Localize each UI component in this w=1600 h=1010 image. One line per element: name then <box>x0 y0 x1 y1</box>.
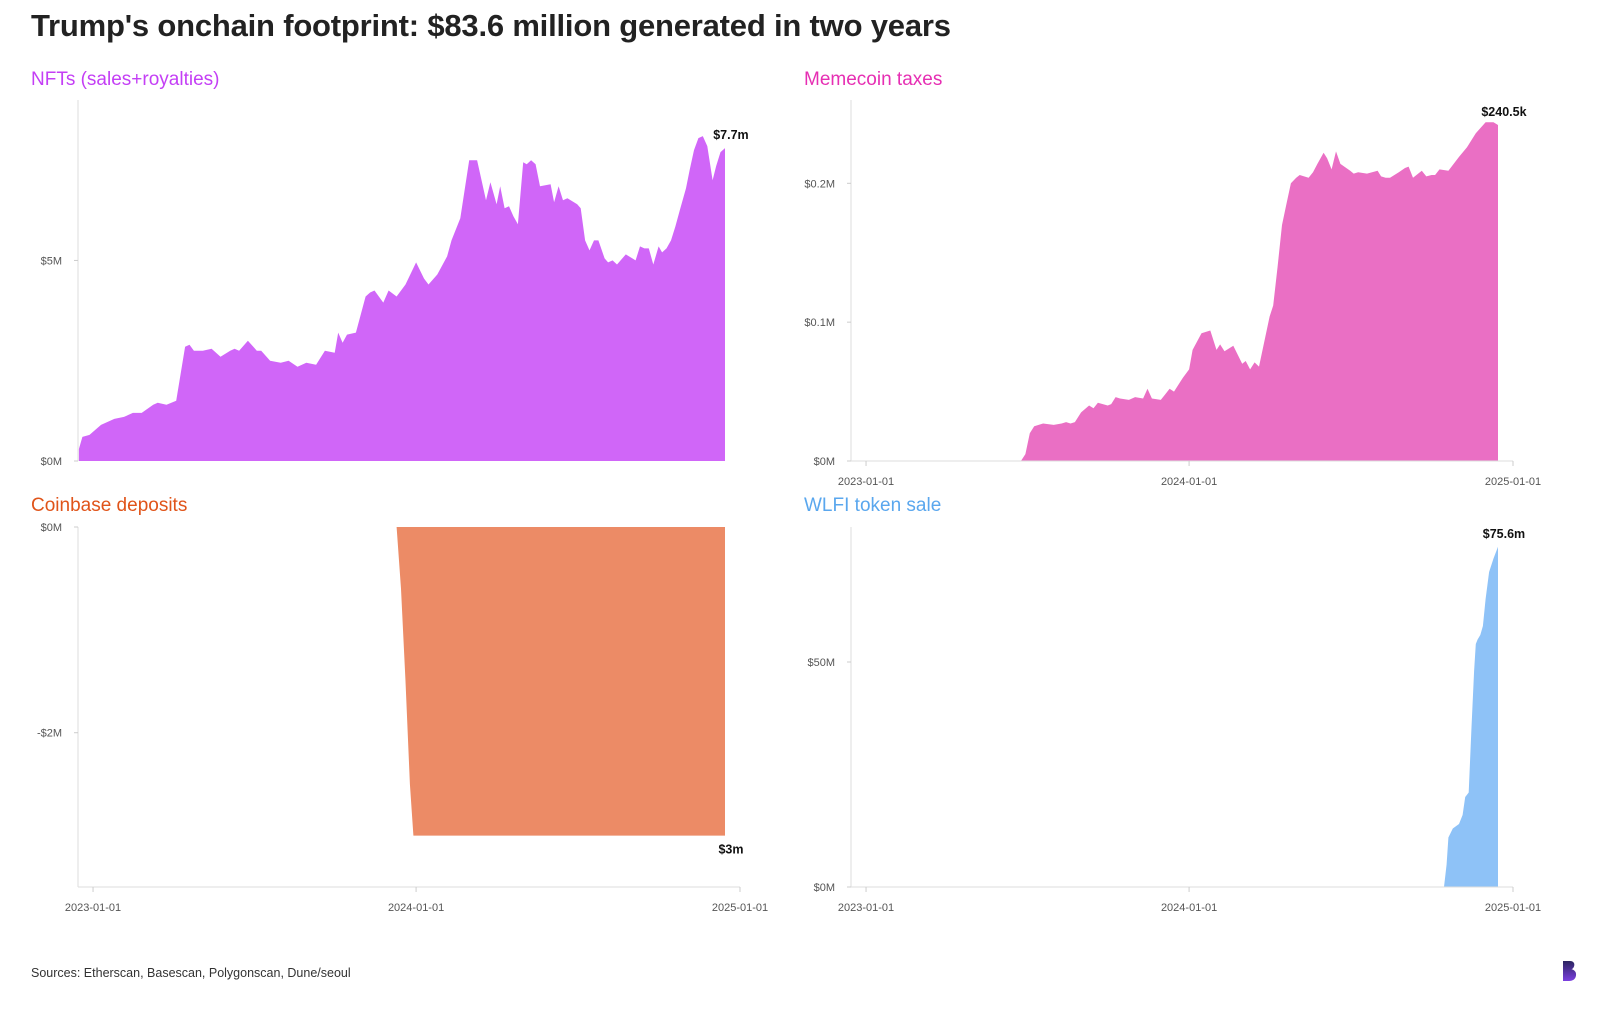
panel-title-memecoin: Memecoin taxes <box>804 69 943 90</box>
chart-panel-memecoin: $0M $0.1M $0.2M 2023-01-01 2024-01-01 2025-01… <box>804 100 1541 488</box>
publisher-logo <box>1563 961 1577 981</box>
x-tick-label-memecoin: 2023-01-01 <box>838 476 894 488</box>
y-tick-label-wlfi: $0M <box>814 882 835 894</box>
y-tick-label-memecoin: $0M <box>814 456 835 468</box>
y-tick-label-coinbase: $0M <box>41 522 62 534</box>
y-tick-label-nfts: $0M <box>41 456 62 468</box>
x-tick-label-coinbase: 2024-01-01 <box>388 902 444 914</box>
x-tick-label-memecoin: 2024-01-01 <box>1161 476 1217 488</box>
x-tick-label-wlfi: 2025-01-01 <box>1485 902 1541 914</box>
x-tick-label-coinbase: 2025-01-01 <box>712 902 768 914</box>
x-tick-label-wlfi: 2023-01-01 <box>838 902 894 914</box>
panel-title-nfts: NFTs (sales+royalties) <box>31 69 220 90</box>
chart-panel-nfts: $0M $5M $7.7m <box>41 100 749 468</box>
y-tick-label-coinbase: -$2M <box>37 728 62 740</box>
panel-title-coinbase: Coinbase deposits <box>31 495 188 516</box>
x-tick-label-coinbase: 2023-01-01 <box>65 902 121 914</box>
end-value-label-memecoin: $240.5k <box>1481 105 1526 119</box>
area-series-wlfi <box>1444 546 1498 887</box>
area-series-nfts <box>78 136 725 461</box>
y-tick-label-nfts: $5M <box>41 255 62 267</box>
page-title: Trump's onchain footprint: $83.6 million… <box>31 8 951 43</box>
end-value-label-coinbase: $3m <box>718 843 743 857</box>
area-series-memecoin <box>945 122 1498 461</box>
end-value-label-nfts: $7.7m <box>713 128 748 142</box>
chart-panel-wlfi: $0M $50M 2023-01-01 2024-01-01 2025-01-01 $75… <box>807 527 1541 914</box>
area-series-coinbase <box>396 527 725 836</box>
x-tick-label-wlfi: 2024-01-01 <box>1161 902 1217 914</box>
y-tick-label-memecoin: $0.1M <box>804 317 835 329</box>
chart-panel-coinbase: $0M -$2M 2023-01-01 2024-01-01 2025-01-01 $3m <box>37 522 768 914</box>
end-value-label-wlfi: $75.6m <box>1483 527 1525 541</box>
y-tick-label-wlfi: $50M <box>807 657 835 669</box>
y-tick-label-memecoin: $0.2M <box>804 178 835 190</box>
source-note: Sources: Etherscan, Basescan, Polygonsca… <box>31 966 351 980</box>
x-tick-label-memecoin: 2025-01-01 <box>1485 476 1541 488</box>
panel-title-wlfi: WLFI token sale <box>804 495 942 516</box>
